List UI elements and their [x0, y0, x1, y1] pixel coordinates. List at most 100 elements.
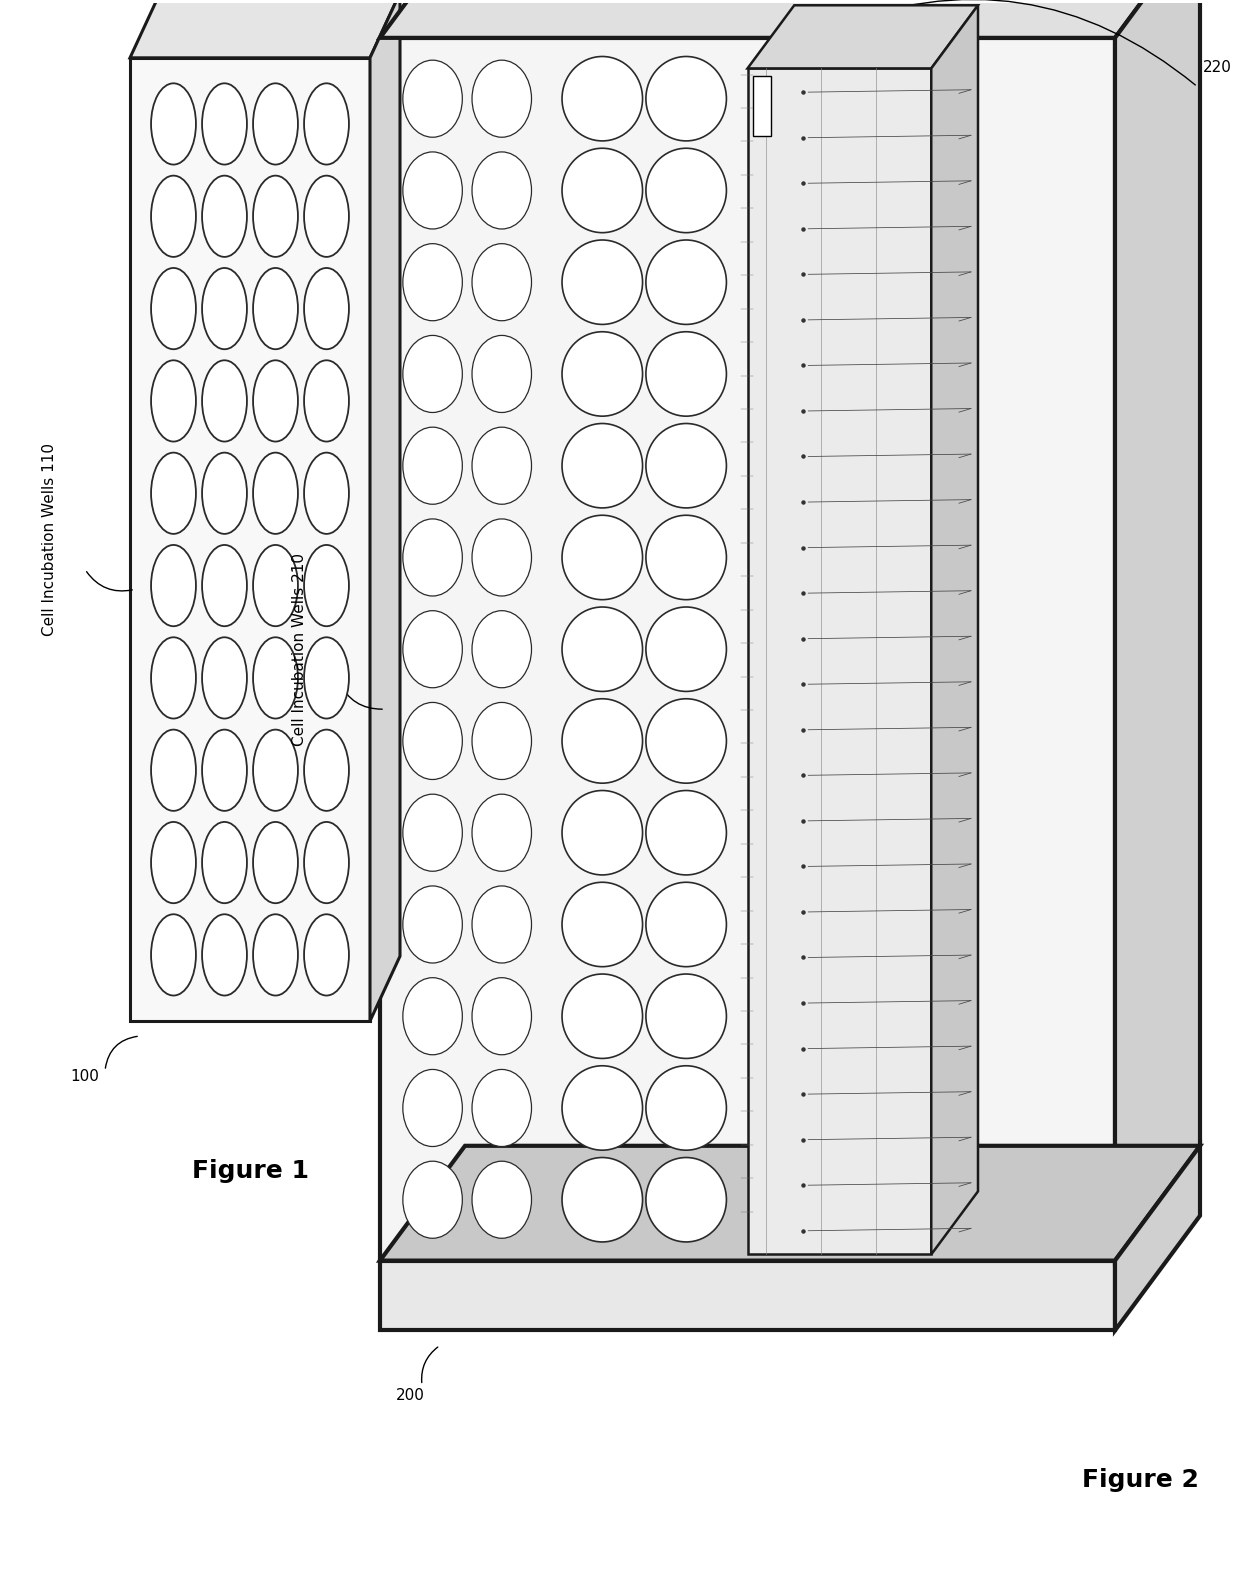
Polygon shape [379, 38, 1115, 1260]
Polygon shape [130, 0, 401, 58]
Ellipse shape [304, 730, 348, 810]
Ellipse shape [562, 791, 642, 875]
Ellipse shape [646, 1158, 727, 1243]
Ellipse shape [646, 423, 727, 508]
Ellipse shape [403, 519, 463, 596]
Polygon shape [748, 5, 978, 68]
Ellipse shape [304, 453, 348, 533]
Polygon shape [748, 68, 931, 1254]
Ellipse shape [646, 698, 727, 783]
Ellipse shape [562, 516, 642, 599]
Ellipse shape [403, 60, 463, 137]
Ellipse shape [304, 637, 348, 719]
Ellipse shape [472, 60, 532, 137]
Ellipse shape [562, 57, 642, 142]
Ellipse shape [646, 516, 727, 599]
Ellipse shape [151, 83, 196, 165]
Polygon shape [370, 0, 401, 1021]
Ellipse shape [646, 332, 727, 417]
Ellipse shape [253, 544, 298, 626]
Ellipse shape [472, 610, 532, 687]
Ellipse shape [304, 360, 348, 442]
Polygon shape [931, 5, 978, 1254]
Ellipse shape [202, 83, 247, 165]
Ellipse shape [151, 176, 196, 256]
Ellipse shape [472, 1070, 532, 1147]
Text: Figure 2: Figure 2 [1083, 1468, 1199, 1493]
Ellipse shape [562, 607, 642, 692]
Ellipse shape [253, 453, 298, 533]
Ellipse shape [562, 332, 642, 417]
Ellipse shape [562, 974, 642, 1059]
Ellipse shape [253, 267, 298, 349]
Ellipse shape [646, 882, 727, 967]
Ellipse shape [202, 637, 247, 719]
Ellipse shape [202, 914, 247, 996]
Ellipse shape [304, 176, 348, 256]
Text: 100: 100 [71, 1070, 99, 1084]
Ellipse shape [562, 698, 642, 783]
Text: 200: 200 [396, 1389, 424, 1403]
Ellipse shape [151, 544, 196, 626]
Ellipse shape [562, 1066, 642, 1150]
Ellipse shape [646, 974, 727, 1059]
Ellipse shape [202, 453, 247, 533]
Polygon shape [1115, 1145, 1200, 1331]
Ellipse shape [562, 882, 642, 967]
Ellipse shape [403, 335, 463, 412]
Ellipse shape [202, 544, 247, 626]
Ellipse shape [304, 544, 348, 626]
Ellipse shape [304, 914, 348, 996]
Ellipse shape [403, 886, 463, 963]
Ellipse shape [646, 148, 727, 233]
Ellipse shape [403, 153, 463, 230]
Ellipse shape [151, 267, 196, 349]
Ellipse shape [202, 360, 247, 442]
Ellipse shape [202, 267, 247, 349]
Polygon shape [379, 1145, 1200, 1260]
Ellipse shape [403, 703, 463, 780]
Ellipse shape [253, 83, 298, 165]
Ellipse shape [151, 823, 196, 903]
Ellipse shape [472, 703, 532, 780]
Ellipse shape [202, 730, 247, 810]
Ellipse shape [472, 1161, 532, 1238]
Ellipse shape [403, 610, 463, 687]
Ellipse shape [646, 791, 727, 875]
Text: 220: 220 [1203, 60, 1231, 76]
Ellipse shape [403, 978, 463, 1055]
Ellipse shape [646, 241, 727, 324]
Ellipse shape [562, 1158, 642, 1243]
Ellipse shape [646, 57, 727, 142]
Text: Cell Incubation Wells 110: Cell Incubation Wells 110 [42, 444, 57, 635]
Ellipse shape [151, 730, 196, 810]
Ellipse shape [562, 148, 642, 233]
Ellipse shape [472, 335, 532, 412]
Ellipse shape [472, 153, 532, 230]
Ellipse shape [253, 914, 298, 996]
Ellipse shape [304, 267, 348, 349]
Ellipse shape [151, 914, 196, 996]
Ellipse shape [562, 423, 642, 508]
Ellipse shape [202, 823, 247, 903]
Polygon shape [130, 58, 370, 1021]
Bar [753, 77, 771, 135]
Ellipse shape [151, 360, 196, 442]
Ellipse shape [403, 794, 463, 871]
Ellipse shape [403, 1161, 463, 1238]
Ellipse shape [151, 453, 196, 533]
Text: Cell Incubation Wells 210: Cell Incubation Wells 210 [293, 552, 308, 746]
Ellipse shape [472, 978, 532, 1055]
Ellipse shape [472, 794, 532, 871]
Ellipse shape [472, 519, 532, 596]
Ellipse shape [202, 176, 247, 256]
Text: Figure 1: Figure 1 [191, 1159, 309, 1183]
Ellipse shape [646, 1066, 727, 1150]
Ellipse shape [253, 360, 298, 442]
Ellipse shape [472, 886, 532, 963]
Ellipse shape [253, 730, 298, 810]
Ellipse shape [472, 428, 532, 505]
Ellipse shape [304, 83, 348, 165]
Polygon shape [379, 0, 1200, 38]
Ellipse shape [253, 637, 298, 719]
